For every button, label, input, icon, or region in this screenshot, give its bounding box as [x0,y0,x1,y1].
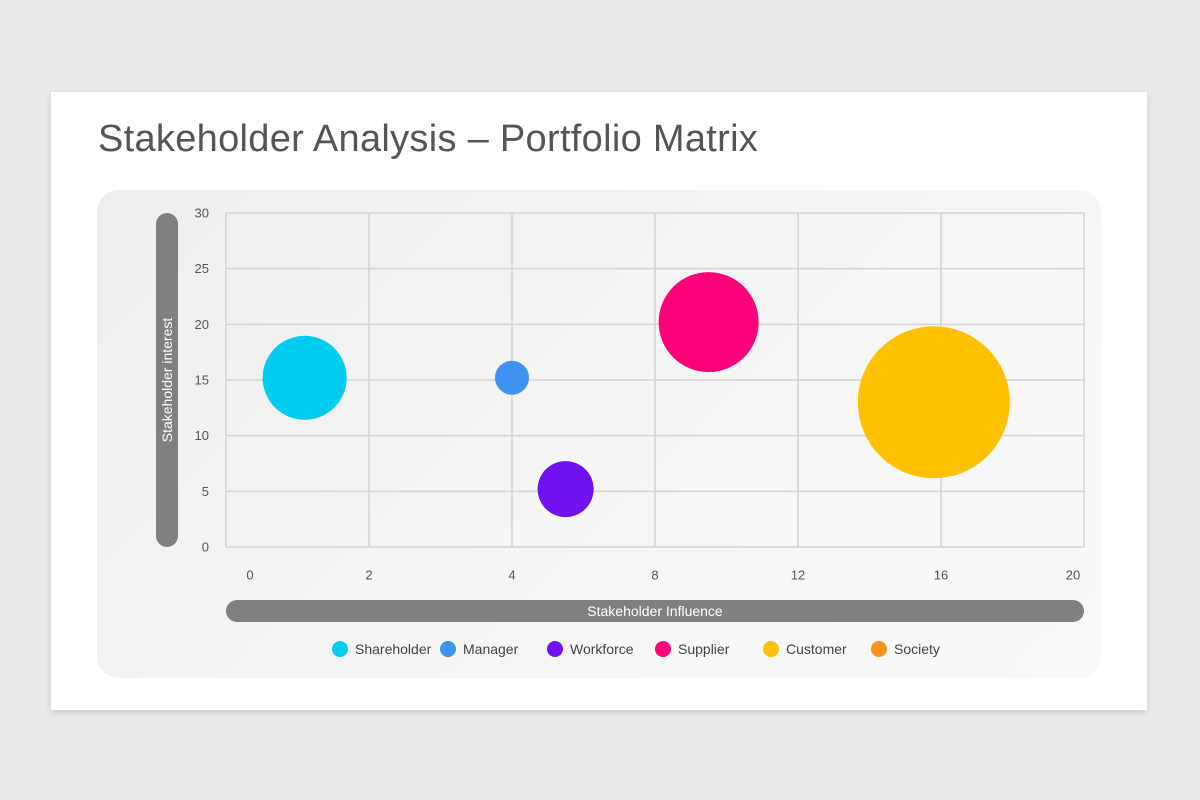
bubble-workforce [537,461,594,518]
legend-swatch [332,641,348,657]
legend-item-supplier: Supplier [655,638,729,660]
legend-swatch [440,641,456,657]
bubble-manager [495,360,529,395]
chart-panel: 0 5 10 15 20 25 30 0 2 4 8 12 16 20 Stakeholder inte… [97,190,1101,678]
legend-item-customer: Customer [763,638,847,660]
y-tick-labels: 0 5 10 15 20 25 30 [195,206,209,555]
y-tick-label: 20 [195,317,209,332]
legend-label: Society [894,641,940,657]
x-tick-label: 0 [246,568,253,583]
chart-title: Stakeholder Analysis – Portfolio Matrix [98,118,759,160]
bubble-shareholder [262,335,347,420]
y-tick-label: 0 [202,540,209,555]
x-tick-label: 12 [791,568,805,583]
bubbles [262,272,1010,518]
legend-swatch [655,641,671,657]
bubble-chart: 0 5 10 15 20 25 30 0 2 4 8 12 16 20 Stakeholder inte… [156,206,1085,622]
legend-swatch [547,641,563,657]
legend-swatch [763,641,779,657]
x-tick-label: 20 [1066,568,1080,583]
legend-label: Customer [786,641,847,657]
y-axis-label: Stakeholder interest [159,318,175,443]
legend-item-manager: Manager [440,638,518,660]
legend-swatch [871,641,887,657]
x-tick-label: 8 [651,568,658,583]
legend-label: Workforce [570,641,634,657]
legend-item-workforce: Workforce [547,638,634,660]
slide: Stakeholder Analysis – Portfolio Matrix … [51,92,1147,710]
x-tick-label: 4 [508,568,515,583]
legend-label: Shareholder [355,641,432,657]
y-tick-label: 10 [195,428,209,443]
y-tick-label: 30 [195,206,209,221]
y-tick-label: 25 [195,261,209,276]
y-tick-label: 5 [202,484,209,499]
y-tick-label: 15 [195,373,209,388]
bubble-customer [857,326,1010,479]
legend-label: Supplier [678,641,730,657]
x-tick-labels: 0 2 4 8 12 16 20 [246,568,1080,583]
y-axis-label-pill [156,213,178,547]
x-axis-label: Stakeholder Influence [587,603,723,619]
legend-label: Manager [463,641,519,657]
x-tick-label: 2 [365,568,372,583]
legend-item-shareholder: Shareholder [332,638,431,660]
legend: Shareholder Manager Workforce Supplier Custo… [97,638,1101,660]
x-tick-label: 16 [934,568,948,583]
legend-item-society: Society [871,638,940,660]
bubble-supplier [658,272,759,373]
x-axis-label-pill [226,600,1084,622]
